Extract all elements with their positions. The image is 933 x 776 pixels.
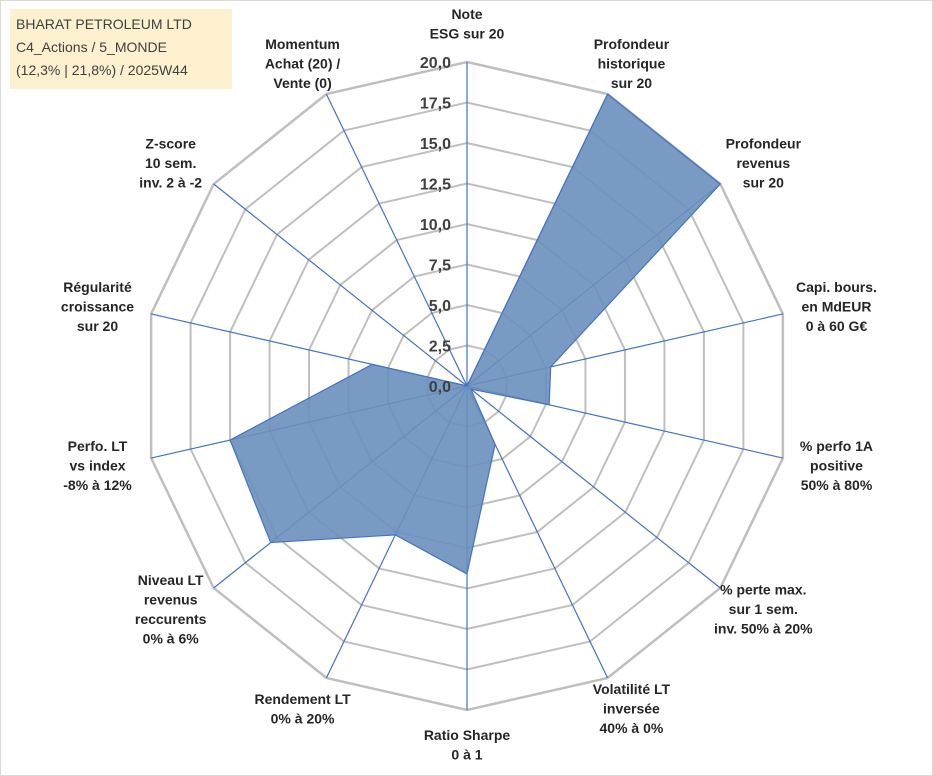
tick-label-layer: 0,0 2,5 5,0 7,5 10,0 12,5 15,0 17,5 20,0: [420, 55, 451, 396]
axis-spoke: [213, 183, 468, 387]
tick-label: 10,0: [420, 217, 451, 234]
tick-label: 12,5: [420, 177, 451, 194]
stock-name: BHARAT PETROLEUM LTD: [16, 16, 192, 32]
axis-label: Z-score 10 sem. inv. 2 à -2: [139, 135, 202, 190]
tick-label: 7,5: [429, 258, 451, 275]
tick-label: 15,0: [420, 136, 451, 153]
axis-label: Perfo. LT vs index -8% à 12%: [63, 438, 132, 493]
axis-label: % perte max. sur 1 sem. inv. 50% à 20%: [714, 582, 813, 637]
axis-spoke: [325, 93, 468, 387]
axis-label: Niveau LT revenus reccurents 0% à 6%: [135, 572, 207, 647]
axis-label: Capi. bours. en MdEUR 0 à 60 G€: [796, 279, 877, 334]
axis-label: Ratio Sharpe 0 à 1: [424, 727, 511, 763]
axis-label-layer: Note ESG sur 20 Profondeur historique sur 20…: [61, 6, 877, 763]
tick-label: 20,0: [420, 55, 451, 72]
axis-label: Rendement LT 0% à 20%: [254, 691, 351, 727]
axis-label: Momentum Achat (20) / Vente (0): [265, 36, 341, 91]
data-area-layer: [229, 93, 721, 575]
axis-label: Profondeur revenus sur 20: [726, 135, 802, 190]
tick-label: 2,5: [429, 339, 451, 356]
stats-label: (12,3% | 21,8%) / 2025W44: [16, 62, 188, 78]
axis-label: Régularité croissance sur 20: [61, 279, 134, 334]
data-series-area: [229, 93, 721, 575]
axis-label: Volatilité LT inversée 40% à 0%: [593, 681, 671, 736]
category-label: C4_Actions / 5_MONDE: [16, 39, 167, 55]
axis-label: Note ESG sur 20: [430, 6, 505, 42]
tick-label: 0,0: [429, 379, 451, 396]
axis-spoke: [466, 385, 721, 589]
axis-label: % perfo 1A positive 50% à 80%: [800, 438, 873, 493]
axis-label: Profondeur historique sur 20: [594, 36, 670, 91]
tick-label: 17,5: [420, 96, 451, 113]
info-box: BHARAT PETROLEUM LTD C4_Actions / 5_MOND…: [10, 9, 232, 89]
tick-label: 5,0: [429, 298, 451, 315]
